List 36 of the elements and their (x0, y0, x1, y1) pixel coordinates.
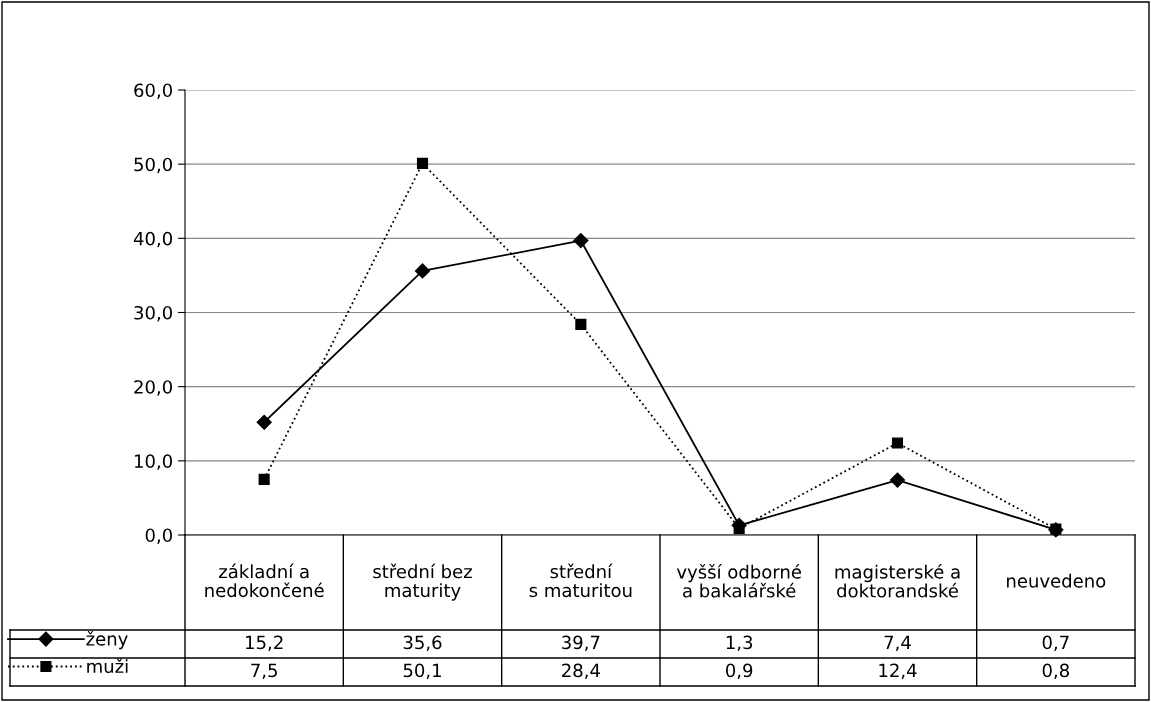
data-label: 35,6 (403, 635, 442, 652)
y-tick-label: 50,0 (134, 157, 172, 174)
data-label: 28,4 (562, 663, 600, 680)
y-tick-label: 10,0 (134, 454, 172, 470)
data-label: 15,2 (246, 635, 283, 652)
point (889, 472, 906, 488)
data-label: 1,3 (726, 635, 753, 652)
y-tick-label: 40,0 (133, 231, 172, 248)
point (573, 232, 589, 249)
data-label: 39,7 (562, 635, 600, 652)
y-tick-label: 30,0 (134, 305, 172, 322)
point (256, 414, 272, 430)
data-label: 12,4 (879, 663, 917, 680)
y-tick-label: 60,0 (134, 83, 172, 99)
point (733, 522, 745, 534)
x-tick-label: magisterské a doktorandské (835, 563, 960, 598)
legend-label: muži (87, 658, 128, 674)
data-label: 0,9 (726, 663, 753, 680)
data-label: 50,1 (403, 663, 441, 680)
data-label: 0,8 (1042, 663, 1069, 680)
point (575, 318, 587, 330)
point (414, 263, 431, 279)
y-tick-label: 0,0 (145, 528, 172, 544)
data-label: 7,5 (251, 663, 277, 680)
x-tick-label: základní a nedokončené (205, 563, 324, 598)
data-label: 0,7 (1042, 635, 1069, 652)
data-label: 7,4 (884, 635, 911, 652)
point (416, 157, 429, 169)
point (258, 473, 270, 485)
x-tick-label: střední s maturitou (529, 563, 632, 598)
y-tick-label: 20,0 (134, 380, 172, 396)
x-tick-label: vyšší odborné a bakalářské (676, 563, 802, 598)
x-tick-label: střední bez maturity (373, 563, 472, 601)
legend-label: ženy (86, 631, 128, 650)
point (891, 437, 904, 449)
x-tick-label: neuvedeno (1007, 573, 1106, 588)
